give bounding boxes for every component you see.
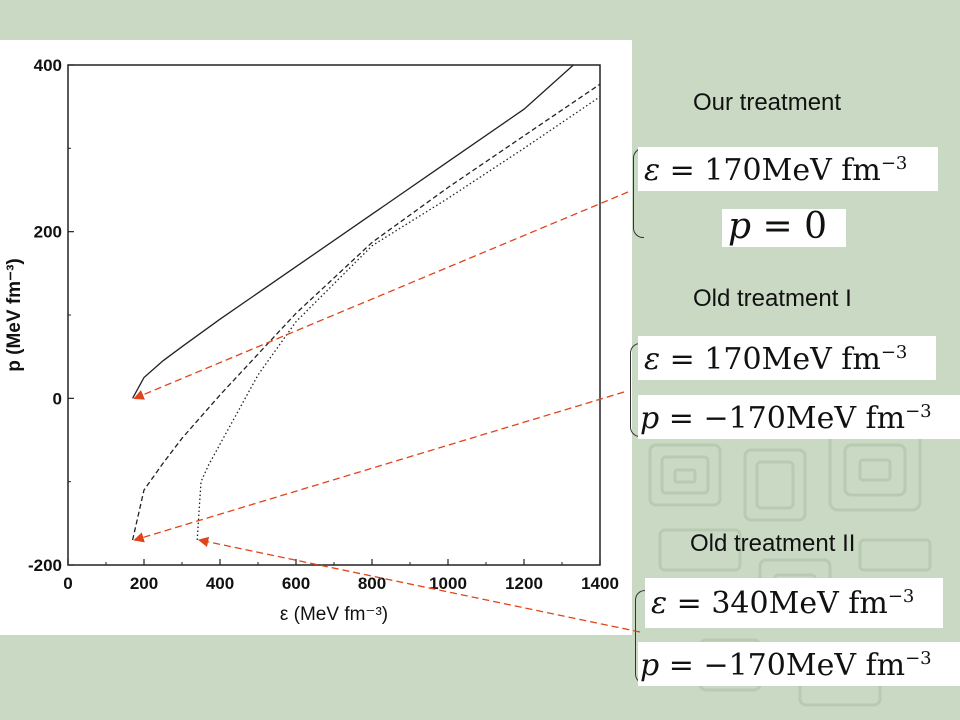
annotation-arrow bbox=[197, 536, 641, 633]
x-tick-label: 200 bbox=[130, 574, 158, 593]
y-axis-label: p (MeV fm⁻³) bbox=[4, 258, 25, 371]
plot-panel: 0 200 400 600 800 1000 1200 1400 400 200 0 -200 ε (… bbox=[0, 40, 632, 635]
x-tick-label: 1000 bbox=[429, 574, 467, 593]
annotation-arrow bbox=[133, 191, 629, 400]
series-dashed-line bbox=[131, 83, 601, 541]
x-tick-label: 800 bbox=[358, 574, 386, 593]
y-tick-label: 400 bbox=[34, 56, 62, 75]
equation-old1-eps: ε = 170MeV fm−3 bbox=[638, 336, 936, 380]
x-tick-label: 600 bbox=[282, 574, 310, 593]
equation-old2-eps: ε = 340MeV fm−3 bbox=[645, 578, 943, 628]
old-treatment-1-title: Old treatment I bbox=[693, 285, 852, 312]
our-treatment-title: Our treatment bbox=[693, 89, 842, 116]
y-tick-label: 200 bbox=[34, 223, 62, 242]
equation-old1-p: p = −170MeV fm−3 bbox=[638, 395, 960, 439]
x-tick-label: 0 bbox=[63, 574, 72, 593]
series-dotted-line bbox=[196, 96, 601, 541]
x-tick-label: 400 bbox=[206, 574, 234, 593]
equation-our-eps: ε = 170MeV fm−3 bbox=[638, 147, 938, 191]
x-tick-label: 1200 bbox=[505, 574, 543, 593]
x-tick-label: 1400 bbox=[581, 574, 619, 593]
old-treatment-2-title: Old treatment II bbox=[690, 530, 856, 557]
annotation-arrow bbox=[133, 391, 625, 543]
x-axis-label: ε (MeV fm⁻³) bbox=[280, 604, 388, 625]
equation-old2-p: p = −170MeV fm−3 bbox=[638, 642, 960, 686]
y-tick-label: -200 bbox=[28, 556, 62, 575]
equation-our-p: p = 0 bbox=[722, 209, 846, 247]
series-solid-line bbox=[132, 64, 574, 399]
series-layer bbox=[131, 64, 601, 541]
y-tick-label: 0 bbox=[53, 389, 62, 408]
